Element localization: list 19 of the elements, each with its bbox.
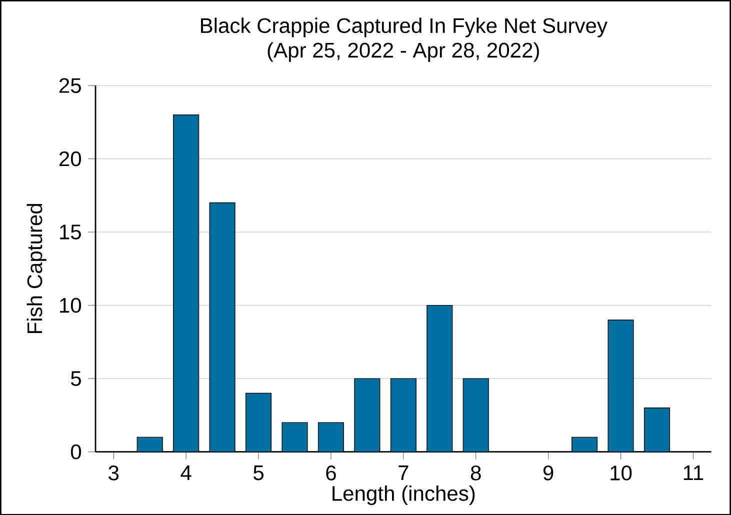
x-tick-label: 6 xyxy=(326,465,336,480)
x-tick-label: 4 xyxy=(180,465,192,480)
x-axis-title: Length (inches) xyxy=(332,485,475,505)
x-tick-label: 3 xyxy=(108,465,119,480)
chart-subtitle: (Apr 25, 2022 - Apr 28, 2022) xyxy=(268,42,539,62)
y-axis-title: Fish Captured xyxy=(26,204,46,333)
y-tick-label: 15 xyxy=(60,224,81,240)
x-tick-label: 8 xyxy=(470,465,481,480)
y-tick-label: 0 xyxy=(70,444,82,460)
y-tick-label: 5 xyxy=(70,371,81,386)
y-tick-label: 10 xyxy=(60,298,82,313)
x-tick-label: 9 xyxy=(543,465,554,480)
x-tick-label: 7 xyxy=(398,465,408,480)
y-tick-label: 25 xyxy=(59,78,81,93)
x-tick-label: 10 xyxy=(610,465,632,480)
x-tick-label: 11 xyxy=(684,465,704,480)
chart-title: Black Crappie Captured In Fyke Net Survey xyxy=(201,17,608,38)
x-tick-label: 5 xyxy=(254,465,264,480)
y-tick-label: 20 xyxy=(59,151,82,166)
